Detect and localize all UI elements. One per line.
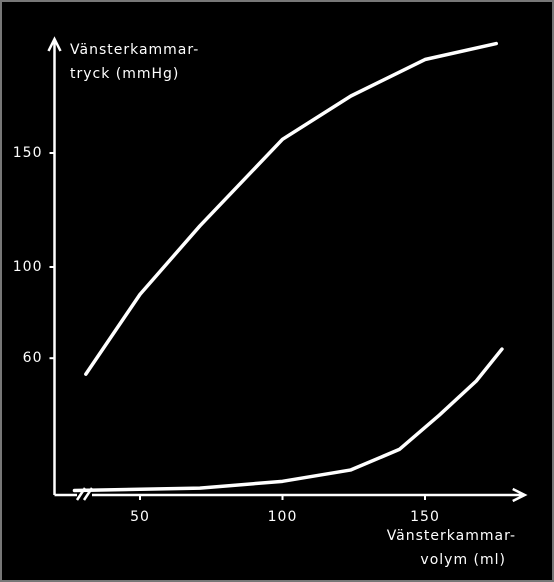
x-tick-label: 150	[410, 509, 440, 525]
curve	[72, 347, 504, 493]
x-tick-label: 50	[130, 509, 150, 525]
y-tick-label: 60	[23, 350, 43, 366]
y-axis-label: tryck (mmHg)	[70, 66, 179, 82]
x-axis	[54, 487, 528, 503]
x-axis-label: volym (ml)	[420, 552, 506, 568]
x-axis-label: Vänsterkammar-	[387, 528, 516, 544]
curve	[84, 41, 498, 376]
x-tick-label: 100	[268, 509, 298, 525]
y-tick-label: 150	[13, 145, 43, 161]
y-tick-label: 100	[13, 259, 43, 275]
y-axis-label: Vänsterkammar-	[70, 42, 199, 58]
